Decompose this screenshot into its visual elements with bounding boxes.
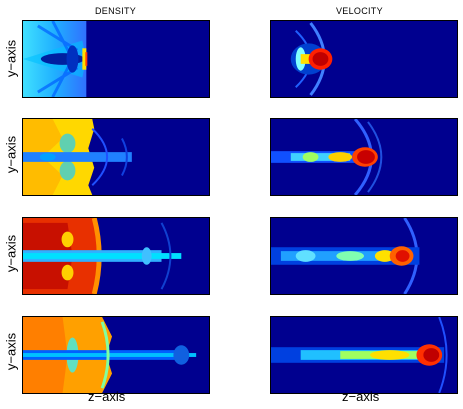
density-panel-1: [22, 20, 210, 98]
velocity-panel-2: [270, 118, 458, 196]
density-column-title: DENSITY: [95, 6, 137, 16]
y-axis-label-row-3: y−axis: [3, 234, 19, 273]
density-panel-4: [22, 316, 210, 394]
velocity-column-title: VELOCITY: [336, 6, 383, 16]
velocity-panel-1: [270, 20, 458, 98]
y-axis-label-row-4: y−axis: [3, 332, 19, 371]
y-axis-label-row-1: y−axis: [3, 39, 19, 78]
density-panel-2: [22, 118, 210, 196]
x-axis-label-velocity: z−axis: [342, 389, 380, 404]
y-axis-label-row-2: y−axis: [3, 135, 19, 174]
x-axis-label-density: z−axis: [88, 389, 126, 404]
density-panel-3: [22, 217, 210, 295]
velocity-panel-4: [270, 316, 458, 394]
velocity-panel-3: [270, 217, 458, 295]
